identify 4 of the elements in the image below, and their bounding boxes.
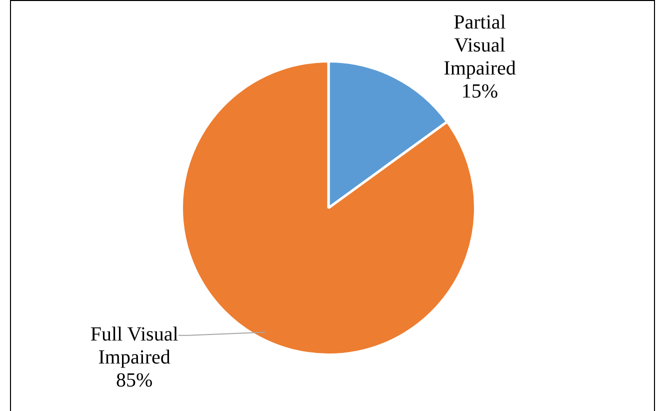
data-label: 15% [461, 80, 498, 102]
slice-label: Full Visual Impaired [90, 324, 179, 369]
data-label: 85% [116, 370, 153, 392]
slice-label: Partial Visual Impaired [444, 11, 516, 80]
